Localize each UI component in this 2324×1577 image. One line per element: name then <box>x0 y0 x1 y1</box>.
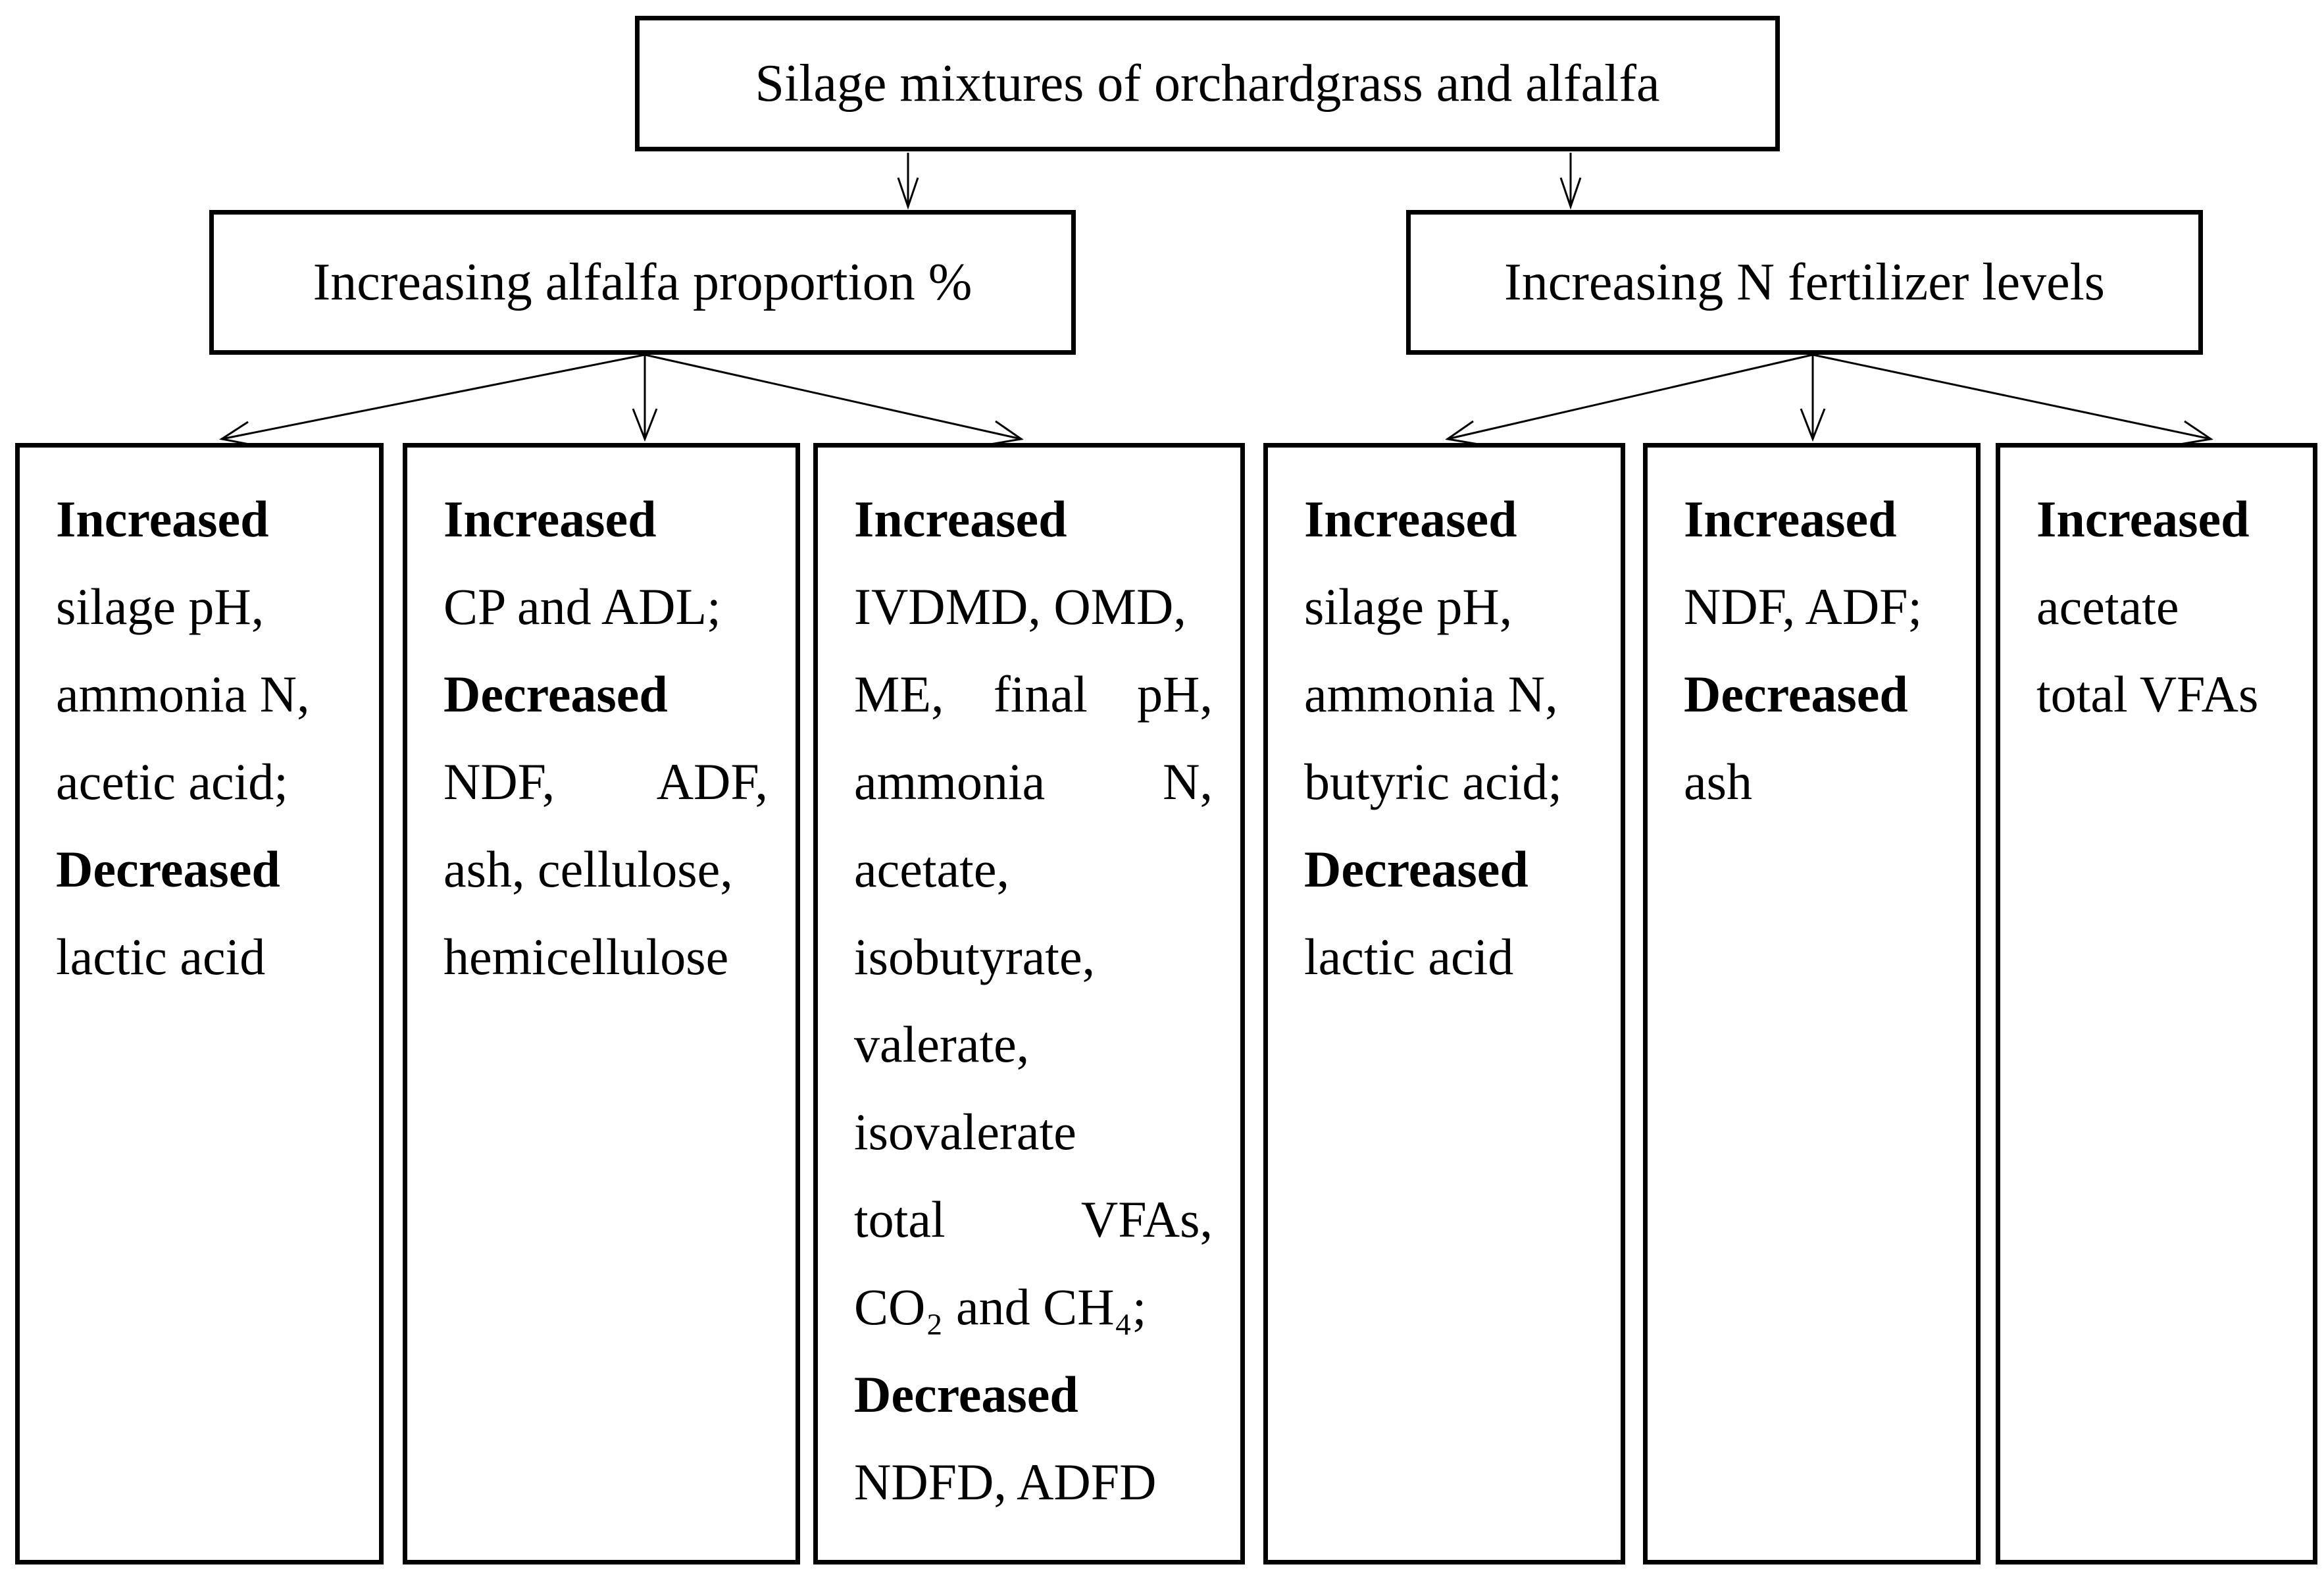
branch-box-label: Increasing N fertilizer levels <box>1504 253 2105 311</box>
outcome-line-token: VFAs, <box>1080 1191 1213 1248</box>
outcome-box: Increased acetate total VFAs <box>1996 443 2317 1564</box>
outcome-line: lactic acid <box>56 928 266 985</box>
outcome-box: Increased NDF, ADF; Decreased ash <box>1643 443 1981 1564</box>
arrow-root-to-left-branch <box>897 153 919 210</box>
outcome-line: NDF, ADF; <box>1684 578 1923 635</box>
arrow-left-branch-to-outcome-2 <box>632 355 658 442</box>
outcome-line: Decreased <box>1684 665 1908 723</box>
outcome-line-token: final <box>993 665 1088 723</box>
outcome-line: Increased <box>2036 490 2250 548</box>
outcome-line: total VFAs, <box>854 1176 1213 1263</box>
arrow-left-branch-to-outcome-3 <box>644 353 1024 446</box>
outcome-line-token: N, <box>1163 753 1213 810</box>
arrow-root-to-right-branch <box>1559 153 1582 210</box>
outcome-line: valerate, <box>854 1016 1030 1073</box>
branch-box-n-fertilizer: Increasing N fertilizer levels <box>1406 210 2203 355</box>
outcome-line: Increased <box>854 490 1067 548</box>
outcome-box: Increased silage pH, ammonia N, butyric aci… <box>1263 443 1625 1564</box>
outcome-line: ammonia N, <box>1304 665 1558 723</box>
outcome-line: ash, cellulose, <box>443 840 733 898</box>
outcome-line: silage pH, <box>1304 578 1513 635</box>
root-box: Silage mixtures of orchardgrass and alfa… <box>635 16 1780 151</box>
outcome-line: NDFD, ADFD <box>854 1453 1157 1511</box>
outcome-line: ash <box>1684 753 1752 810</box>
outcome-line: Increased <box>56 490 269 548</box>
outcome-line: ammonia N, <box>854 738 1213 825</box>
outcome-line: butyric acid; <box>1304 753 1563 810</box>
outcome-line: Decreased <box>854 1366 1078 1423</box>
outcome-line: Increased <box>443 490 657 548</box>
outcome-line: isobutyrate, <box>854 928 1096 985</box>
outcome-line: ammonia N, <box>56 665 310 723</box>
branch-box-label: Increasing alfalfa proportion % <box>313 253 973 311</box>
outcome-line-token: total <box>854 1191 946 1248</box>
arrow-left-branch-to-outcome-1 <box>219 353 645 446</box>
outcome-line: IVDMD, OMD, <box>854 578 1186 635</box>
outcome-line: ME, final pH, <box>854 650 1213 738</box>
outcome-line: Increased <box>1304 490 1517 548</box>
outcome-box: Increased IVDMD, OMD, ME, final pH, ammonia N,… <box>813 443 1245 1564</box>
outcome-line: hemicellulose <box>443 928 729 985</box>
outcome-line: Decreased <box>56 840 280 898</box>
outcome-line: silage pH, <box>56 578 265 635</box>
outcome-line: CO₂ and CH₄; <box>854 1278 1147 1335</box>
arrow-right-branch-to-outcome-1 <box>1445 353 1813 446</box>
arrow-right-branch-to-outcome-2 <box>1800 355 1826 442</box>
outcome-line-token: ADF, <box>656 753 768 810</box>
outcome-line: acetate, <box>854 840 1009 898</box>
outcome-line: Decreased <box>1304 840 1528 898</box>
outcome-line: acetate <box>2036 578 2179 635</box>
outcome-line: NDF, ADF, <box>443 738 768 825</box>
outcome-line: isovalerate <box>854 1103 1076 1160</box>
outcome-line: Increased <box>1684 490 1897 548</box>
outcome-line-token: ammonia <box>854 753 1046 810</box>
outcome-line: total VFAs <box>2036 665 2259 723</box>
branch-box-alfalfa-proportion: Increasing alfalfa proportion % <box>209 210 1076 355</box>
outcome-box: Increased CP and ADL; Decreased NDF, ADF, ash… <box>403 443 800 1564</box>
outcome-line: acetic acid; <box>56 753 288 810</box>
outcome-line-token: ME, <box>854 665 944 723</box>
outcome-line-token: pH, <box>1137 665 1213 723</box>
outcome-line: CP and ADL; <box>443 578 721 635</box>
arrow-right-branch-to-outcome-3 <box>1812 353 2213 446</box>
outcome-line: lactic acid <box>1304 928 1514 985</box>
outcome-box: Increased silage pH, ammonia N, acetic acid… <box>15 443 384 1564</box>
outcome-line-token: NDF, <box>443 753 555 810</box>
outcome-line: Decreased <box>443 665 668 723</box>
root-box-label: Silage mixtures of orchardgrass and alfa… <box>755 54 1660 113</box>
